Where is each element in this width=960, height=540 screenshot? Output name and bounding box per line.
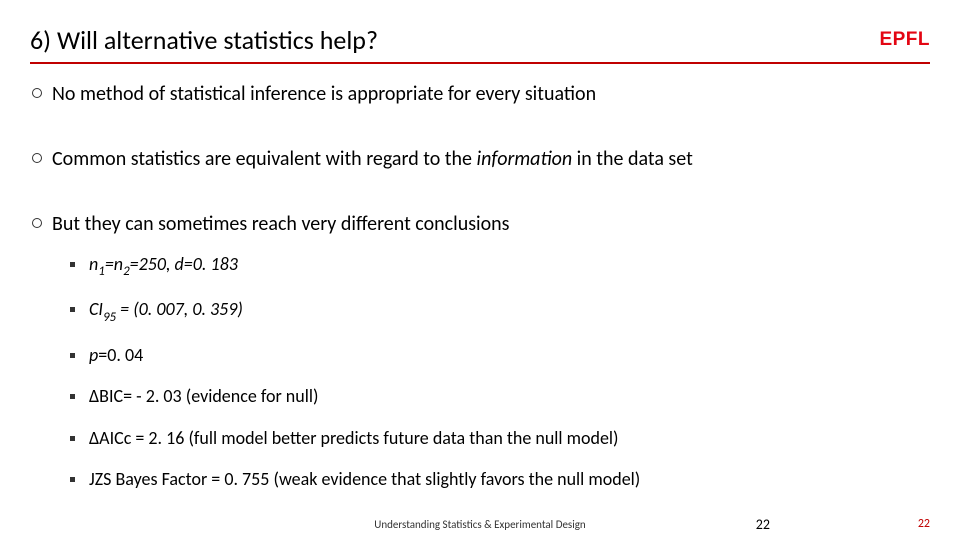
sub-bullet-item: p=0. 04 bbox=[70, 344, 930, 367]
circle-bullet-icon bbox=[32, 218, 42, 228]
slide-title: 6) Will alternative statistics help? bbox=[30, 24, 378, 56]
sub-bullet-item: ΔBIC= - 2. 03 (evidence for null) bbox=[70, 385, 930, 408]
slide: 6) Will alternative statistics help? EPF… bbox=[0, 0, 960, 540]
square-bullet-icon bbox=[70, 307, 75, 312]
sub-bullet-item: n1=n2=250, d=0. 183 bbox=[70, 253, 930, 280]
sub-bullet-text: p=0. 04 bbox=[89, 344, 143, 367]
sub-bullet-text: ΔBIC= - 2. 03 (evidence for null) bbox=[89, 385, 318, 408]
sub-bullet-text: CI95 = (0. 007, 0. 359) bbox=[89, 298, 243, 325]
bullet-item: Common statistics are equivalent with re… bbox=[34, 147, 930, 172]
circle-bullet-icon bbox=[32, 153, 42, 163]
sub-bullet-text: ΔAICc = 2. 16 (full model better predict… bbox=[89, 427, 619, 450]
bullet-text: No method of statistical inference is ap… bbox=[52, 82, 596, 107]
slide-content: No method of statistical inference is ap… bbox=[30, 82, 930, 491]
square-bullet-icon bbox=[70, 436, 75, 441]
bullet-item: But they can sometimes reach very differ… bbox=[34, 212, 930, 237]
sub-bullet-item: ΔAICc = 2. 16 (full model better predict… bbox=[70, 427, 930, 450]
page-number: 22 bbox=[756, 516, 770, 533]
square-bullet-icon bbox=[70, 262, 75, 267]
square-bullet-icon bbox=[70, 394, 75, 399]
bullet-item: No method of statistical inference is ap… bbox=[34, 82, 930, 107]
epfl-logo: EPFL bbox=[879, 29, 930, 51]
sub-bullet-item: CI95 = (0. 007, 0. 359) bbox=[70, 298, 930, 325]
sub-bullet-text: JZS Bayes Factor = 0. 755 (weak evidence… bbox=[89, 468, 640, 491]
bullet-text: But they can sometimes reach very differ… bbox=[52, 212, 510, 237]
sub-bullet-text: n1=n2=250, d=0. 183 bbox=[89, 253, 238, 280]
footer-caption: Understanding Statistics & Experimental … bbox=[374, 518, 585, 531]
sub-bullet-list: n1=n2=250, d=0. 183 CI95 = (0. 007, 0. 3… bbox=[34, 253, 930, 491]
sub-bullet-item: JZS Bayes Factor = 0. 755 (weak evidence… bbox=[70, 468, 930, 491]
square-bullet-icon bbox=[70, 477, 75, 482]
square-bullet-icon bbox=[70, 353, 75, 358]
title-row: 6) Will alternative statistics help? EPF… bbox=[30, 24, 930, 64]
bullet-text: Common statistics are equivalent with re… bbox=[52, 147, 693, 172]
circle-bullet-icon bbox=[32, 88, 42, 98]
page-number-alt: 22 bbox=[918, 517, 930, 531]
